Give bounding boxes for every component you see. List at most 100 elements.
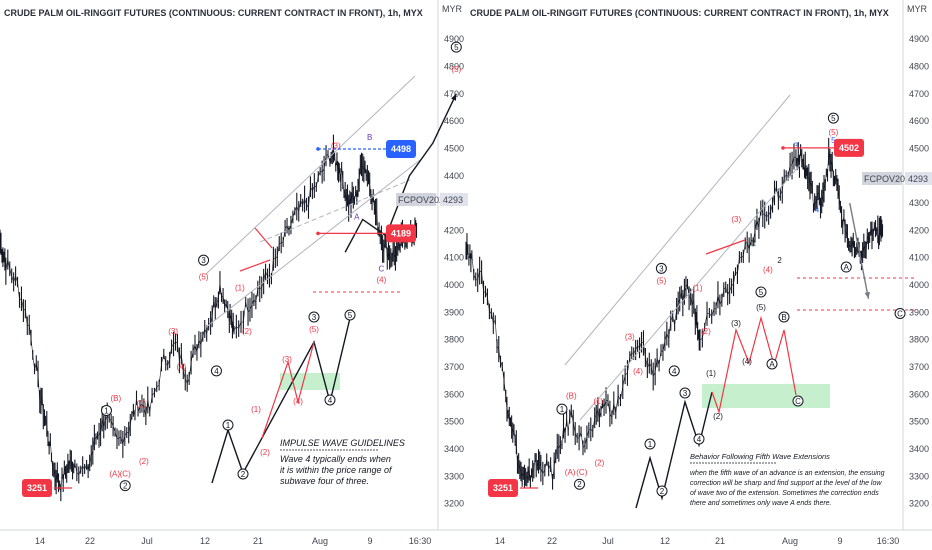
schematic-label-circle bbox=[679, 387, 691, 399]
schematic-label-circle bbox=[324, 394, 336, 406]
wave-label: 4 bbox=[210, 365, 222, 377]
wave-label: (C) bbox=[576, 468, 587, 477]
wave-label-circle bbox=[100, 404, 112, 416]
wave-label-circle bbox=[450, 41, 462, 53]
wave-label-text: 1 bbox=[104, 406, 109, 415]
schematic-label: 3 bbox=[308, 311, 320, 323]
price-line bbox=[0, 148, 417, 493]
last-price-name-box bbox=[862, 172, 902, 185]
y-tick-label: 4900 bbox=[909, 34, 929, 44]
wave-label: 3 bbox=[794, 141, 799, 150]
y-tick-label: 3200 bbox=[909, 499, 929, 509]
chart-panel-2: CRUDE PALM OIL-RINGGIT FUTURES (CONTINUO… bbox=[465, 0, 932, 546]
chart-title: CRUDE PALM OIL-RINGGIT FUTURES (CONTINUO… bbox=[4, 8, 423, 18]
schematic-label-text: 4 bbox=[697, 435, 702, 444]
last-price-value: 4293 bbox=[443, 195, 463, 205]
guide-title: IMPULSE WAVE GUIDELINES bbox=[280, 438, 405, 448]
chart-title: CRUDE PALM OIL-RINGGIT FUTURES (CONTINUO… bbox=[470, 8, 889, 18]
wave-label: (A) bbox=[565, 468, 576, 477]
wave-label-circle bbox=[655, 262, 667, 274]
wave-label: (5) bbox=[828, 128, 838, 137]
wave-label-text: (4) bbox=[763, 266, 773, 275]
wave-label-text: 2 bbox=[577, 480, 582, 489]
y-tick-label: 3500 bbox=[909, 417, 929, 427]
schematic-label-circle bbox=[778, 311, 790, 323]
wave-label-text: 2 bbox=[123, 482, 128, 491]
price-tag: 4498 bbox=[316, 139, 416, 158]
wave-label-text: (5) bbox=[199, 273, 209, 282]
y-tick-label: 4400 bbox=[444, 171, 464, 181]
y-tick-label: 3400 bbox=[909, 444, 929, 454]
channel-line-upper bbox=[564, 94, 791, 366]
wave-label: (1) bbox=[593, 397, 603, 406]
wave4-range-line bbox=[705, 239, 746, 255]
y-tick-label: 4200 bbox=[444, 225, 464, 235]
price-tag-text: 4189 bbox=[391, 228, 411, 238]
wave-label-circle bbox=[894, 307, 906, 319]
guide-text-line: Wave 4 typically ends when bbox=[280, 454, 391, 464]
y-tick-label: 4200 bbox=[909, 225, 929, 235]
wave-label: 2 bbox=[119, 480, 131, 492]
wave-label: 2 bbox=[573, 478, 585, 490]
wave-label: 3 bbox=[655, 262, 667, 274]
guide-text-line: there and sometimes only wave A ends the… bbox=[690, 500, 832, 507]
last-price-value-box bbox=[440, 193, 468, 206]
price-tag-dot bbox=[316, 147, 320, 151]
wave-label-text: (5) bbox=[656, 277, 666, 286]
last-price-value-box bbox=[905, 172, 932, 185]
wave-label-circle bbox=[827, 112, 839, 124]
schematic-label-text: C bbox=[795, 397, 801, 406]
wave-label: A bbox=[354, 212, 360, 221]
schematic-label-text: (4) bbox=[293, 397, 303, 406]
guide-text-line: it is within the price range of bbox=[280, 465, 393, 475]
y-tick-label: 3300 bbox=[444, 471, 464, 481]
schematic-label: 2 bbox=[237, 468, 249, 480]
x-tick-label: 12 bbox=[660, 536, 670, 546]
x-tick-label: 14 bbox=[35, 536, 45, 546]
schematic-label-text: 1 bbox=[226, 421, 231, 430]
y-tick-label: 3800 bbox=[444, 335, 464, 345]
y-tick-label: 4300 bbox=[909, 198, 929, 208]
wave-label-text: A bbox=[844, 263, 850, 272]
wave-label-text: (5) bbox=[451, 65, 461, 74]
schematic-label: (1) bbox=[251, 405, 261, 414]
wave-label: 5 bbox=[827, 112, 839, 124]
x-tick-label: 12 bbox=[200, 536, 210, 546]
wave-label: (B) bbox=[566, 391, 577, 400]
price-tag-box bbox=[386, 224, 416, 243]
wave-label: 3 bbox=[198, 254, 210, 266]
wave-label-text: 3 bbox=[659, 264, 664, 273]
y-tick-label: 4600 bbox=[909, 116, 929, 126]
last-price-name: FCPOV2021 bbox=[864, 174, 915, 184]
schematic-label-text: 3 bbox=[683, 389, 688, 398]
wave-label: C bbox=[894, 307, 906, 319]
wave-label-text: 4 bbox=[672, 367, 677, 376]
price-tag: 4189 bbox=[316, 224, 416, 243]
schematic-label-text: A bbox=[769, 360, 775, 369]
wave-label-text: 5 bbox=[831, 136, 836, 145]
last-price-name: FCPOV2021 bbox=[398, 195, 449, 205]
wave-label: 4 bbox=[668, 365, 680, 377]
x-tick-label: Jul bbox=[602, 536, 614, 546]
y-tick-label: 4900 bbox=[444, 34, 464, 44]
schematic-label-text: 1 bbox=[648, 440, 653, 449]
price-tag-text: 4502 bbox=[839, 143, 859, 153]
schematic-label-circle bbox=[766, 358, 778, 370]
channel-line-dash bbox=[259, 179, 411, 243]
x-tick-label: 16:30 bbox=[409, 536, 432, 546]
y-tick-label: 4800 bbox=[909, 61, 929, 71]
currency-label: MYR bbox=[907, 4, 928, 14]
wave-label-text: (3) bbox=[168, 327, 178, 336]
wave-label: (4) bbox=[176, 363, 186, 372]
schematic-sub-wave bbox=[261, 341, 315, 439]
wave-label: (2) bbox=[139, 457, 149, 466]
schematic-label: (4) bbox=[293, 397, 303, 406]
projection-arrowhead bbox=[864, 291, 870, 299]
price-tag: 3251 bbox=[22, 479, 72, 497]
wave-label-text: (4) bbox=[377, 275, 387, 284]
schematic-label-text: 5 bbox=[759, 288, 764, 297]
schematic-label: 1 bbox=[222, 419, 234, 431]
schematic-label-text: 5 bbox=[348, 311, 353, 320]
schematic-label: 2 bbox=[656, 485, 668, 497]
y-tick-label: 3300 bbox=[909, 471, 929, 481]
